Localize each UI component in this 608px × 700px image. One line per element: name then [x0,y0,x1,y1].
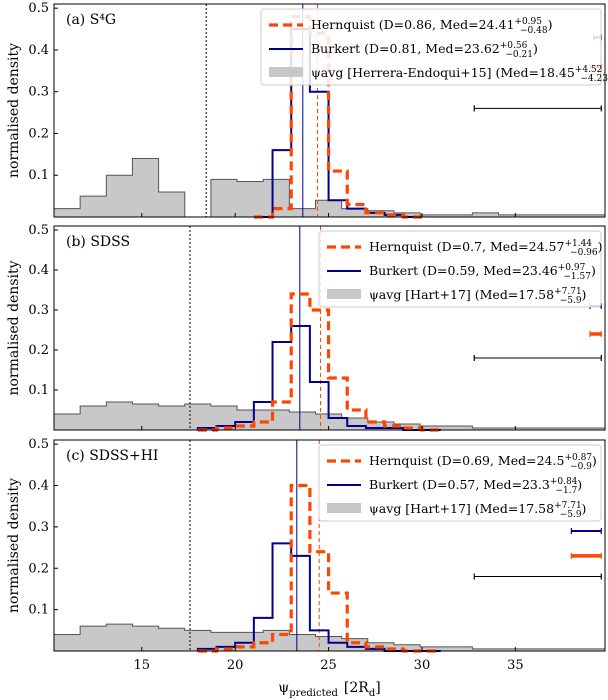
legend-sup: +7.71 [554,287,582,297]
legend-close: ) [577,477,582,492]
x-label-main: ψ [278,680,289,696]
y-axis-label: normalised density [6,260,22,395]
legend-text: ψavg [Hart+17] (Med=17.58 [369,287,554,302]
legend-sub: −5.9 [560,510,582,520]
hernquist-histogram [253,14,422,219]
legend-psi-swatch [327,289,361,299]
y-tick-label: 0.2 [28,561,49,576]
legend-sub: −1.57 [563,272,591,282]
y-tick-label: 0.4 [28,43,49,58]
legend-sub: −5.9 [560,296,582,306]
legend-text: Burkert (D=0.59, Med=23.46 [369,263,558,278]
burkert-histogram [196,542,441,652]
legend-hernquist-label: Hernquist (D=0.7, Med=24.57+1.44 −0.96) [369,239,603,258]
legend-sup: +1.44 [564,239,592,249]
legend-text: ψavg [Herrera-Endoqui+15] (Med=18.45 [311,65,575,80]
legend-text: ψavg [Hart+17] (Med=17.58 [369,501,554,516]
y-tick-label: 0.1 [28,383,49,398]
x-label-unit-sub: d [369,688,376,699]
legend-burkert-label: Burkert (D=0.57, Med=23.3+0.84 −1.7) [369,477,582,496]
x-tick-label: 30 [414,658,431,673]
panel-label: (b) SDSS [66,234,130,250]
panel-label: (c) SDSS+HI [66,448,158,464]
legend-box [260,8,602,86]
x-label-close: ] [375,680,380,696]
legend-close: ) [598,239,603,254]
legend-sub: −1.7 [555,486,577,496]
legend-box [318,230,602,308]
legend-sup: +0.56 [500,41,528,51]
legend-close: ) [582,501,587,516]
legend-close: ) [533,41,538,56]
x-tick-label: 35 [507,658,524,673]
panel-2: 0.1 0.2 0.3 0.4 0.5 (b) SDSS normalised densit… [6,223,606,432]
legend-sub: −0.48 [520,26,548,36]
legend-psi-label: ψavg [Hart+17] (Med=17.58+7.71 −5.9) [369,501,586,520]
legend-hernquist-label: Hernquist (D=0.86, Med=24.41+0.95 −0.48) [311,17,552,36]
legend-psi-label: ψavg [Hart+17] (Med=17.58+7.71 −5.9) [369,287,586,306]
legend-box [318,444,602,522]
y-axis-label: normalised density [6,43,22,178]
legend-sub: −0.96 [570,248,598,258]
legend-text: Burkert (D=0.57, Med=23.3 [369,477,550,492]
x-tick-label: 25 [320,658,337,673]
y-tick-label: 0.5 [28,223,49,238]
x-label-sub: predicted [289,688,338,699]
legend-burkert-label: Burkert (D=0.81, Med=23.62+0.56 −0.21) [311,41,538,60]
legend-close: ) [592,453,597,468]
axes-frame [53,439,606,652]
y-tick-label: 0.3 [28,303,49,318]
legend-hernquist-label: Hernquist (D=0.69, Med=24.5+0.87 −0.9) [369,453,597,472]
legend-sup: +0.87 [564,453,592,463]
legend-psi-swatch [327,503,361,513]
psi-avg-histogram [53,158,606,218]
legend-sup: +0.84 [550,477,578,487]
legend-sub: −4.23 [580,74,608,84]
y-tick-label: 0.2 [28,343,49,358]
legend-text: Hernquist (D=0.69, Med=24.5 [369,453,564,468]
y-tick-label: 0.5 [28,1,49,16]
y-tick-label: 0.2 [28,126,49,141]
x-label-unit: [2R [344,680,369,696]
axes-frame [53,225,606,431]
legend-psi-swatch [269,67,303,77]
hernquist-histogram [197,292,441,432]
x-tick-label: 20 [227,658,244,673]
legend-close: ) [582,287,587,302]
panel-1: 0.1 0.2 0.3 0.4 0.5 (a) S⁴G normalised density… [6,1,608,219]
y-tick-label: 0.1 [28,603,49,618]
y-tick-label: 0.5 [28,437,49,452]
y-tick-label: 0.3 [28,520,49,535]
x-tick-label: 15 [134,658,151,673]
legend-sub: −0.9 [570,462,592,472]
legend-sup: +0.95 [514,17,542,27]
x-axis-label: ψpredicted [2Rd] [278,680,380,699]
y-tick-label: 0.3 [28,85,49,100]
legend-sub: −0.21 [505,50,533,60]
hernquist-histogram [197,483,441,653]
legend-text: Hernquist (D=0.7, Med=24.57 [369,239,564,254]
y-tick-label: 0.1 [28,168,49,183]
y-tick-label: 0.4 [28,263,49,278]
legend-sup: +0.97 [558,263,586,273]
panel-label: (a) S⁴G [66,12,116,28]
legend-close: ) [591,263,596,278]
legend-text: Hernquist (D=0.86, Med=24.41 [311,17,514,32]
legend-text: Burkert (D=0.81, Med=23.62 [311,41,500,56]
legend-close: ) [548,17,553,32]
panel-3: 0.1 0.2 0.3 0.4 0.5 15 20 25 30 35 (c) SDSS+HI norm… [6,437,606,673]
legend-burkert-label: Burkert (D=0.59, Med=23.46+0.97 −1.57) [369,263,596,282]
y-axis-label: normalised density [6,478,22,613]
axes-frame [53,3,606,218]
legend-sup: +7.71 [554,501,582,511]
y-tick-label: 0.4 [28,479,49,494]
legend-sup: +4.52 [575,65,603,75]
